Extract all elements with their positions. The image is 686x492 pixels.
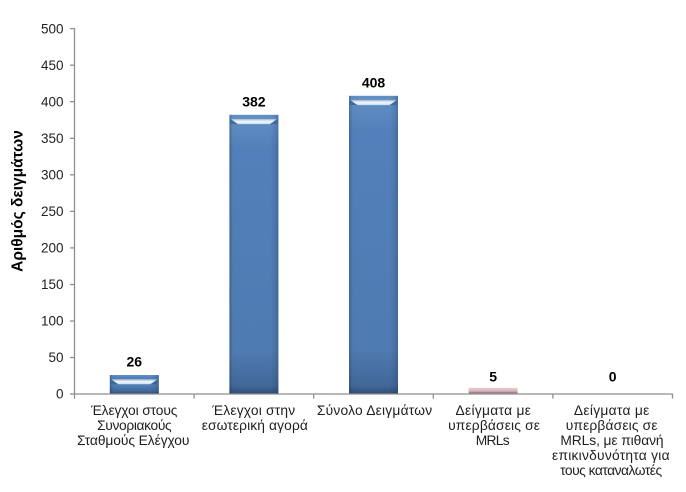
- svg-text:Σύνολο Δειγμάτων: Σύνολο Δειγμάτων: [317, 403, 432, 418]
- svg-text:26: 26: [127, 354, 143, 370]
- svg-text:350: 350: [41, 131, 64, 146]
- svg-text:Έλεγχοι στην: Έλεγχοι στην: [211, 403, 295, 418]
- svg-text:250: 250: [41, 204, 64, 219]
- svg-text:υπερβάσεις σε: υπερβάσεις σε: [566, 418, 658, 433]
- svg-text:υπερβάσεις σε: υπερβάσεις σε: [448, 418, 540, 433]
- svg-text:Σταθμούς Ελέγχου: Σταθμούς Ελέγχου: [77, 433, 190, 448]
- svg-text:408: 408: [362, 74, 386, 90]
- svg-text:εσωτερική αγορά: εσωτερική αγορά: [202, 418, 308, 433]
- svg-text:τους καταναλωτές: τους καταναλωτές: [560, 463, 662, 478]
- svg-text:Δείγματα με: Δείγματα με: [456, 403, 531, 418]
- svg-text:Συνοριακούς: Συνοριακούς: [97, 418, 172, 433]
- svg-text:0: 0: [56, 387, 64, 402]
- svg-text:400: 400: [41, 94, 64, 109]
- svg-text:150: 150: [41, 277, 64, 292]
- svg-text:200: 200: [41, 241, 64, 256]
- svg-text:300: 300: [41, 168, 64, 183]
- svg-text:Δείγματα με: Δείγματα με: [574, 403, 649, 418]
- svg-text:MRLs, με πιθανή: MRLs, με πιθανή: [560, 433, 663, 448]
- svg-text:Έλεγχοι στους: Έλεγχοι στους: [90, 403, 178, 418]
- svg-text:Αριθμός δειγμάτων: Αριθμός δειγμάτων: [10, 130, 27, 272]
- svg-text:MRLs: MRLs: [476, 433, 510, 448]
- svg-text:382: 382: [242, 93, 266, 109]
- svg-text:500: 500: [41, 21, 64, 36]
- svg-text:επικινδυνότητα για: επικινδυνότητα για: [552, 448, 670, 463]
- svg-text:5: 5: [489, 369, 497, 385]
- svg-text:100: 100: [41, 314, 64, 329]
- svg-text:450: 450: [41, 58, 64, 73]
- svg-text:50: 50: [48, 350, 63, 365]
- svg-text:0: 0: [609, 369, 617, 385]
